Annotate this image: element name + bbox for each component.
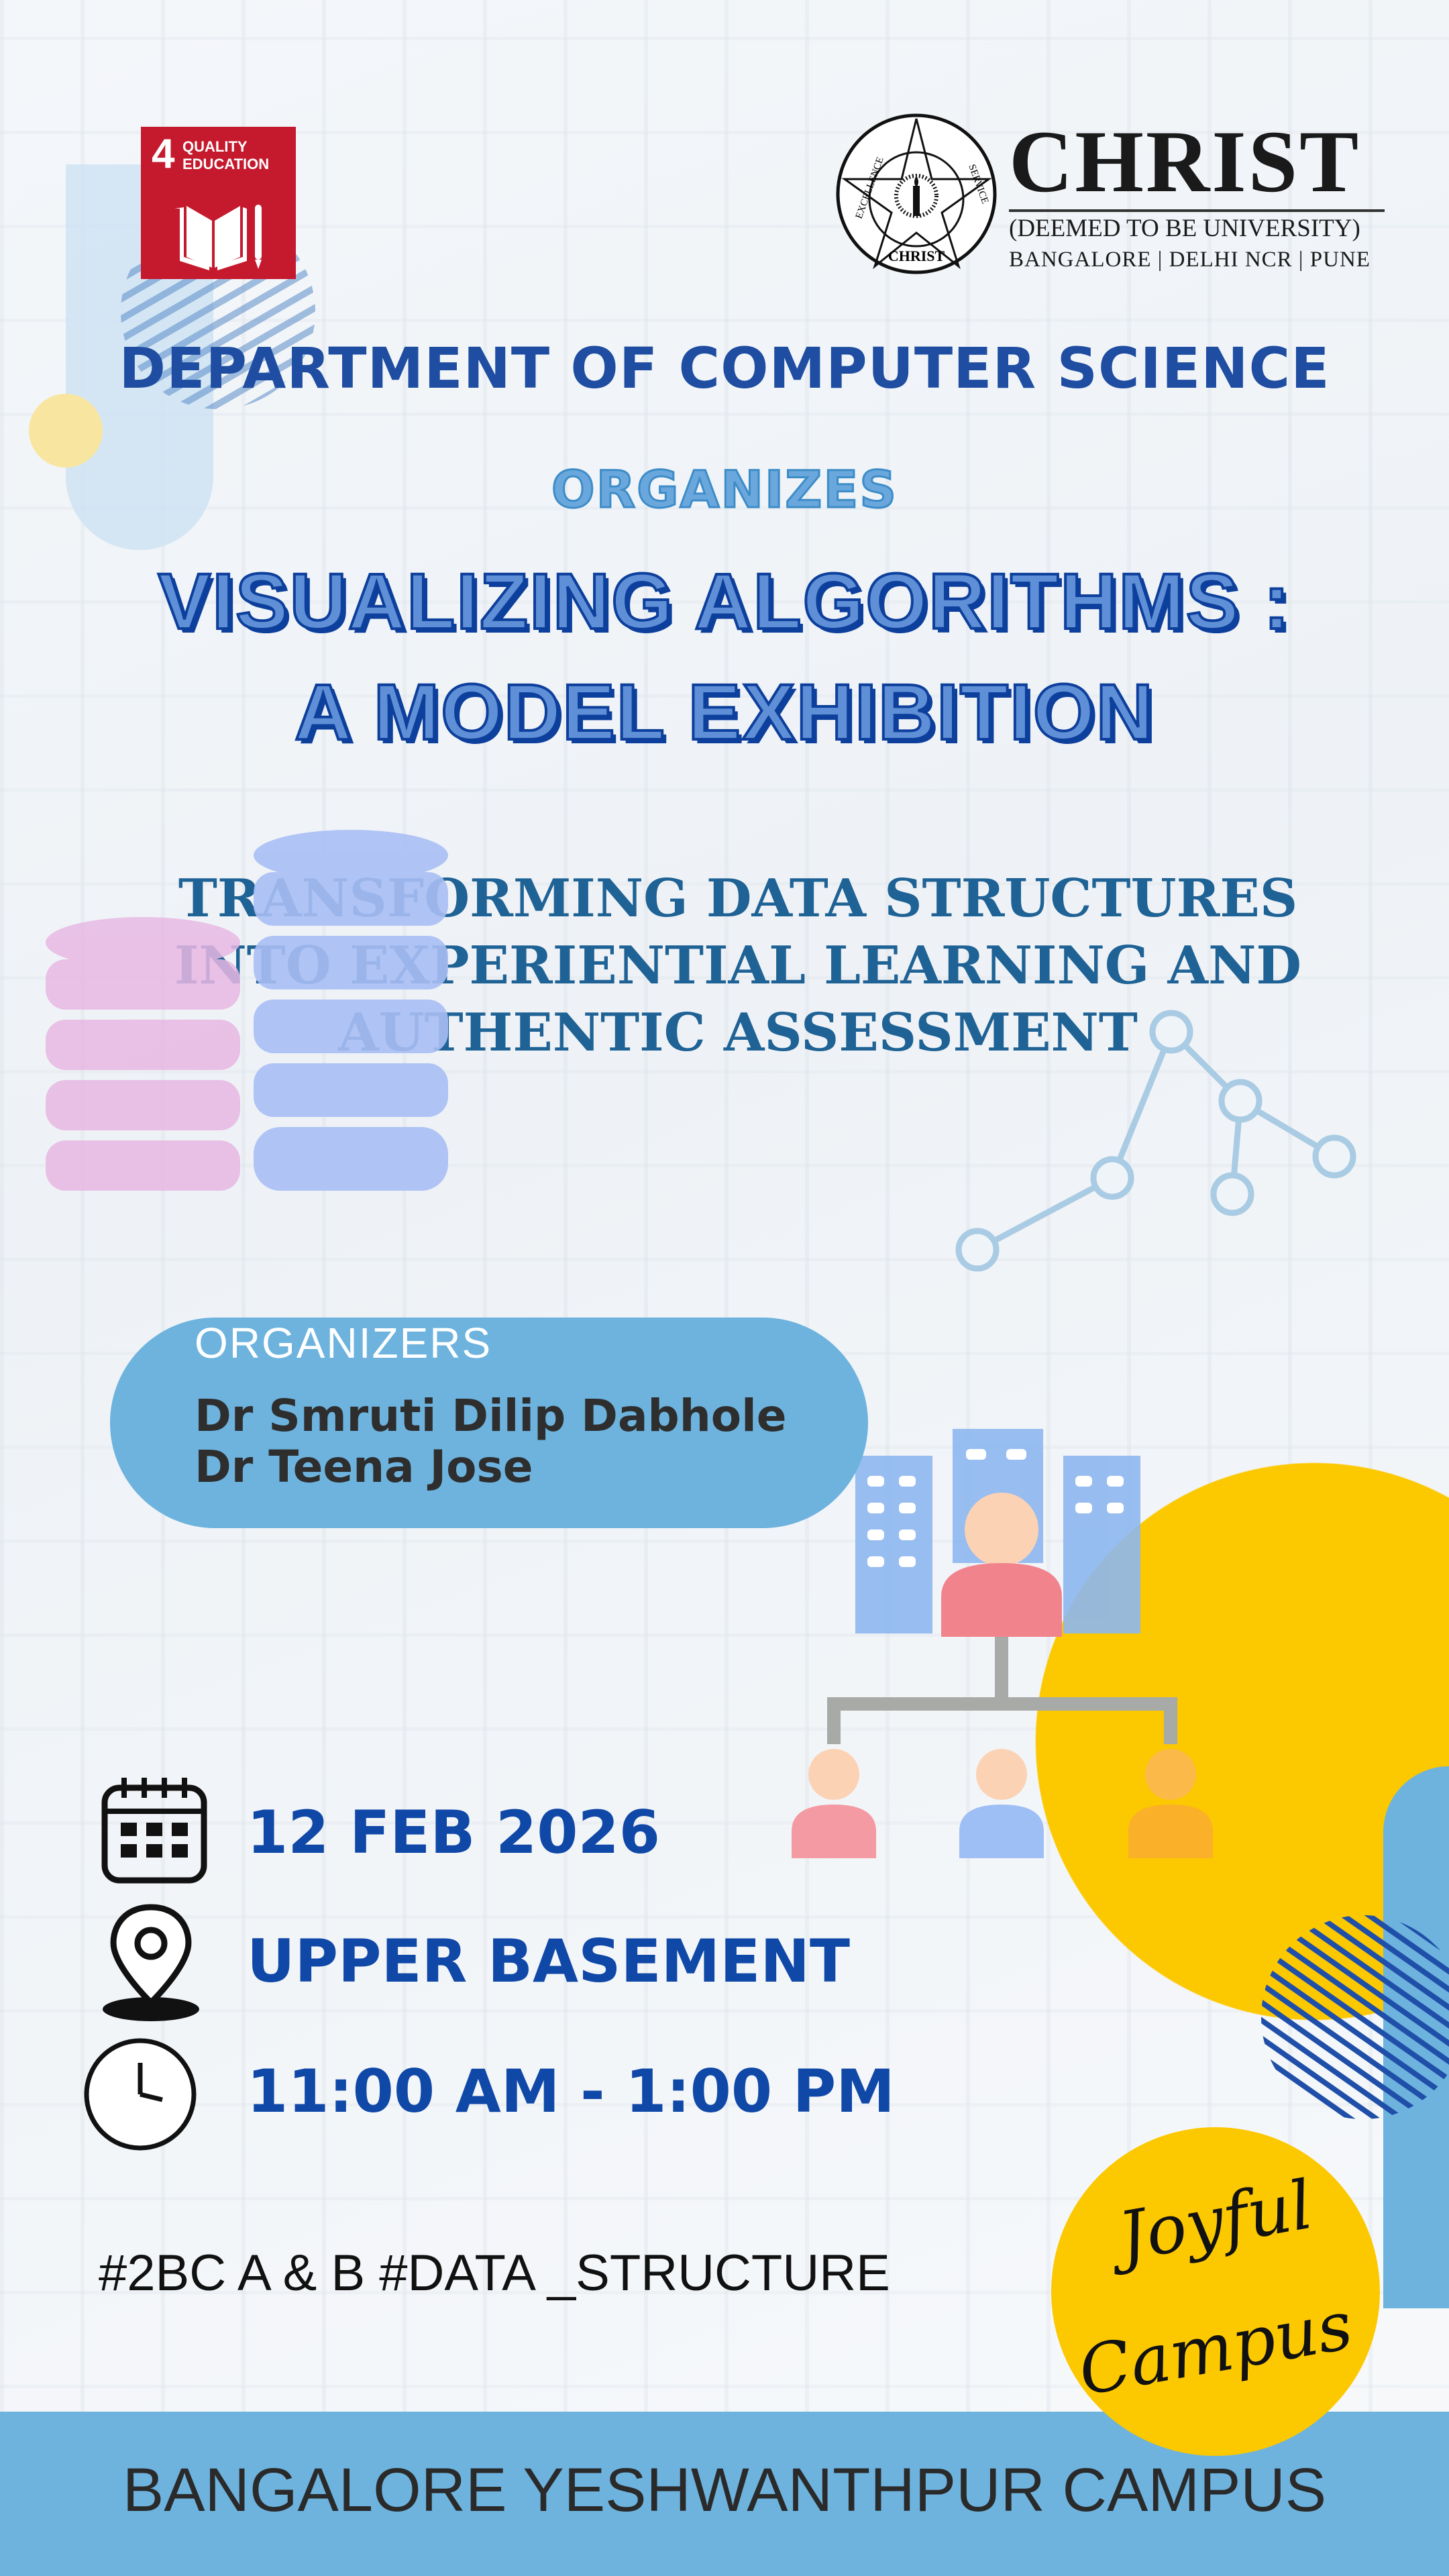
university-name: CHRIST — [1009, 112, 1361, 211]
event-venue: UPPER BASEMENT — [247, 1927, 850, 1996]
event-title-line1: VISUALIZING ALGORITHMS : — [157, 556, 1291, 647]
decor-striped-circle — [1261, 1915, 1449, 2119]
network-graph-icon — [955, 1010, 1356, 1272]
event-time: 11:00 AM - 1:00 PM — [247, 2057, 895, 2126]
badge-text: Joyful — [1112, 2165, 1318, 2277]
organizes-label: ORGANIZES — [551, 459, 898, 521]
sdg-label: EDUCATION — [182, 156, 270, 172]
campus-name: BANGALORE YESHWANTHPUR CAMPUS — [122, 2456, 1327, 2524]
organizer-name: Dr Smruti Dilip Dabhole — [195, 1390, 787, 1442]
location-pin-icon — [103, 1904, 199, 2021]
badge-text: Campus — [1073, 2286, 1358, 2411]
decor-yellow-dot — [29, 394, 103, 468]
calendar-icon — [101, 1778, 207, 1884]
organizers-label: ORGANIZERS — [195, 1319, 492, 1367]
org-chart-icon — [792, 1429, 1213, 1858]
event-title-line2: A MODEL EXHIBITION — [293, 667, 1155, 758]
book-pencil-icon — [174, 205, 262, 270]
university-subtitle: (DEEMED TO BE UNIVERSITY) — [1009, 209, 1385, 243]
sdg-quality-education-badge: 4 QUALITY EDUCATION — [141, 127, 296, 279]
event-date: 12 FEB 2026 — [247, 1798, 660, 1867]
joyful-campus-badge: Joyful Campus — [1051, 2127, 1380, 2456]
database-icon — [46, 830, 448, 1191]
hashtags: #2BC A & B #DATA _STRUCTURE — [99, 2245, 890, 2302]
subtitle-line: AUTHENTIC ASSESSMENT — [338, 1002, 1138, 1063]
svg-text:CHRIST: CHRIST — [888, 248, 945, 264]
university-locations: BANGALORE | DELHI NCR | PUNE — [1009, 248, 1371, 272]
clock-icon — [84, 2038, 197, 2151]
organizer-name: Dr Teena Jose — [195, 1441, 533, 1493]
sdg-label: QUALITY — [182, 138, 248, 155]
department-title: DEPARTMENT OF COMPUTER SCIENCE — [119, 335, 1330, 401]
christ-university-seal: CHRIST EXCELLENCE SERVICE — [836, 113, 997, 274]
organizers-panel — [110, 1318, 868, 1528]
sdg-number: 4 — [152, 131, 175, 177]
